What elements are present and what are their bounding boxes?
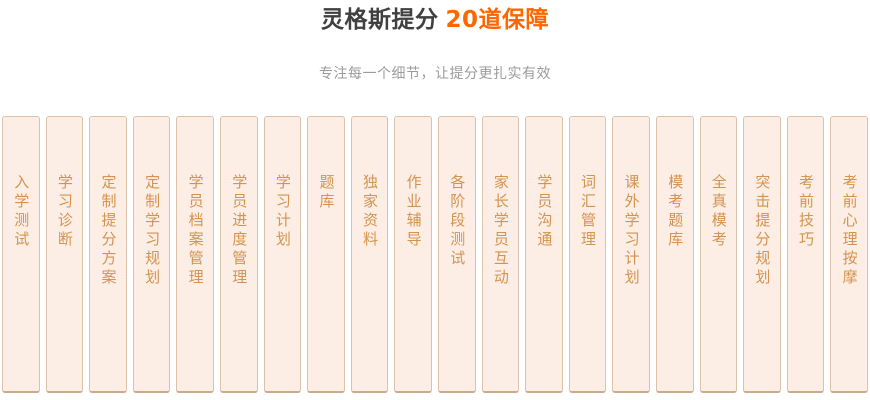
- feature-card-label: 词汇管理: [579, 173, 598, 250]
- feature-card-label: 全真模考: [709, 173, 728, 250]
- feature-card-label: 课外学习计划: [622, 173, 641, 288]
- feature-card-label: 题库: [317, 173, 336, 212]
- feature-card-label: 学习诊断: [55, 173, 74, 250]
- feature-card-6: 学员进度管理: [219, 115, 258, 393]
- section-title: 灵格斯提分 20道保障: [0, 7, 870, 35]
- feature-card-label: 学员档案管理: [186, 173, 205, 288]
- feature-card-4: 定制学习规划: [132, 115, 171, 393]
- feature-card-7: 学习计划: [263, 115, 302, 393]
- feature-card-15: 课外学习计划: [612, 115, 650, 393]
- section-header: 灵格斯提分 20道保障 专注每一个细节，让提分更扎实有效: [0, 0, 870, 82]
- feature-card-9: 独家资料: [350, 115, 389, 393]
- feature-card-label: 学员进度管理: [230, 173, 249, 288]
- feature-card-label: 考前心理按摩: [840, 173, 859, 288]
- feature-card-label: 家长学员互动: [491, 173, 510, 288]
- feature-card-label: 入学测试: [12, 173, 31, 250]
- feature-card-label: 突击提分规划: [753, 173, 772, 288]
- feature-card-label: 独家资料: [361, 173, 380, 250]
- section-title-highlight: 20道保障: [445, 7, 549, 33]
- feature-card-14: 词汇管理: [568, 115, 607, 393]
- feature-card-label: 作业辅导: [404, 173, 423, 250]
- feature-card-label: 定制提分方案: [99, 173, 118, 288]
- feature-card-label: 考前技巧: [796, 173, 815, 250]
- feature-card-5: 学员档案管理: [176, 115, 214, 393]
- feature-card-19: 考前技巧: [786, 115, 825, 393]
- feature-card-label: 学员沟通: [535, 173, 554, 250]
- feature-card-label: 学习计划: [273, 173, 292, 250]
- feature-card-2: 学习诊断: [45, 115, 84, 393]
- section-title-main: 灵格斯提分: [320, 7, 439, 33]
- feature-card-label: 各阶段测试: [448, 173, 467, 269]
- feature-card-17: 全真模考: [699, 115, 738, 393]
- section-subtitle: 专注每一个细节，让提分更扎实有效: [319, 65, 551, 82]
- feature-card-13: 学员沟通: [525, 115, 563, 393]
- feature-card-18: 突击提分规划: [743, 115, 781, 393]
- feature-card-11: 各阶段测试: [437, 115, 476, 393]
- feature-card-12: 家长学员互动: [481, 115, 520, 393]
- feature-card-label: 模考题库: [666, 173, 685, 250]
- feature-card-16: 模考题库: [655, 115, 694, 393]
- feature-card-20: 考前心理按摩: [830, 115, 868, 393]
- feature-card-8: 题库: [307, 115, 345, 393]
- feature-list: 入学测试 学习诊断 定制提分方案 定制学习规划 学员档案管理 学员进度管理 学习…: [0, 115, 870, 393]
- feature-card-1: 入学测试: [2, 115, 40, 393]
- feature-card-label: 定制学习规划: [143, 173, 162, 288]
- feature-card-3: 定制提分方案: [89, 115, 127, 393]
- feature-card-10: 作业辅导: [394, 115, 432, 393]
